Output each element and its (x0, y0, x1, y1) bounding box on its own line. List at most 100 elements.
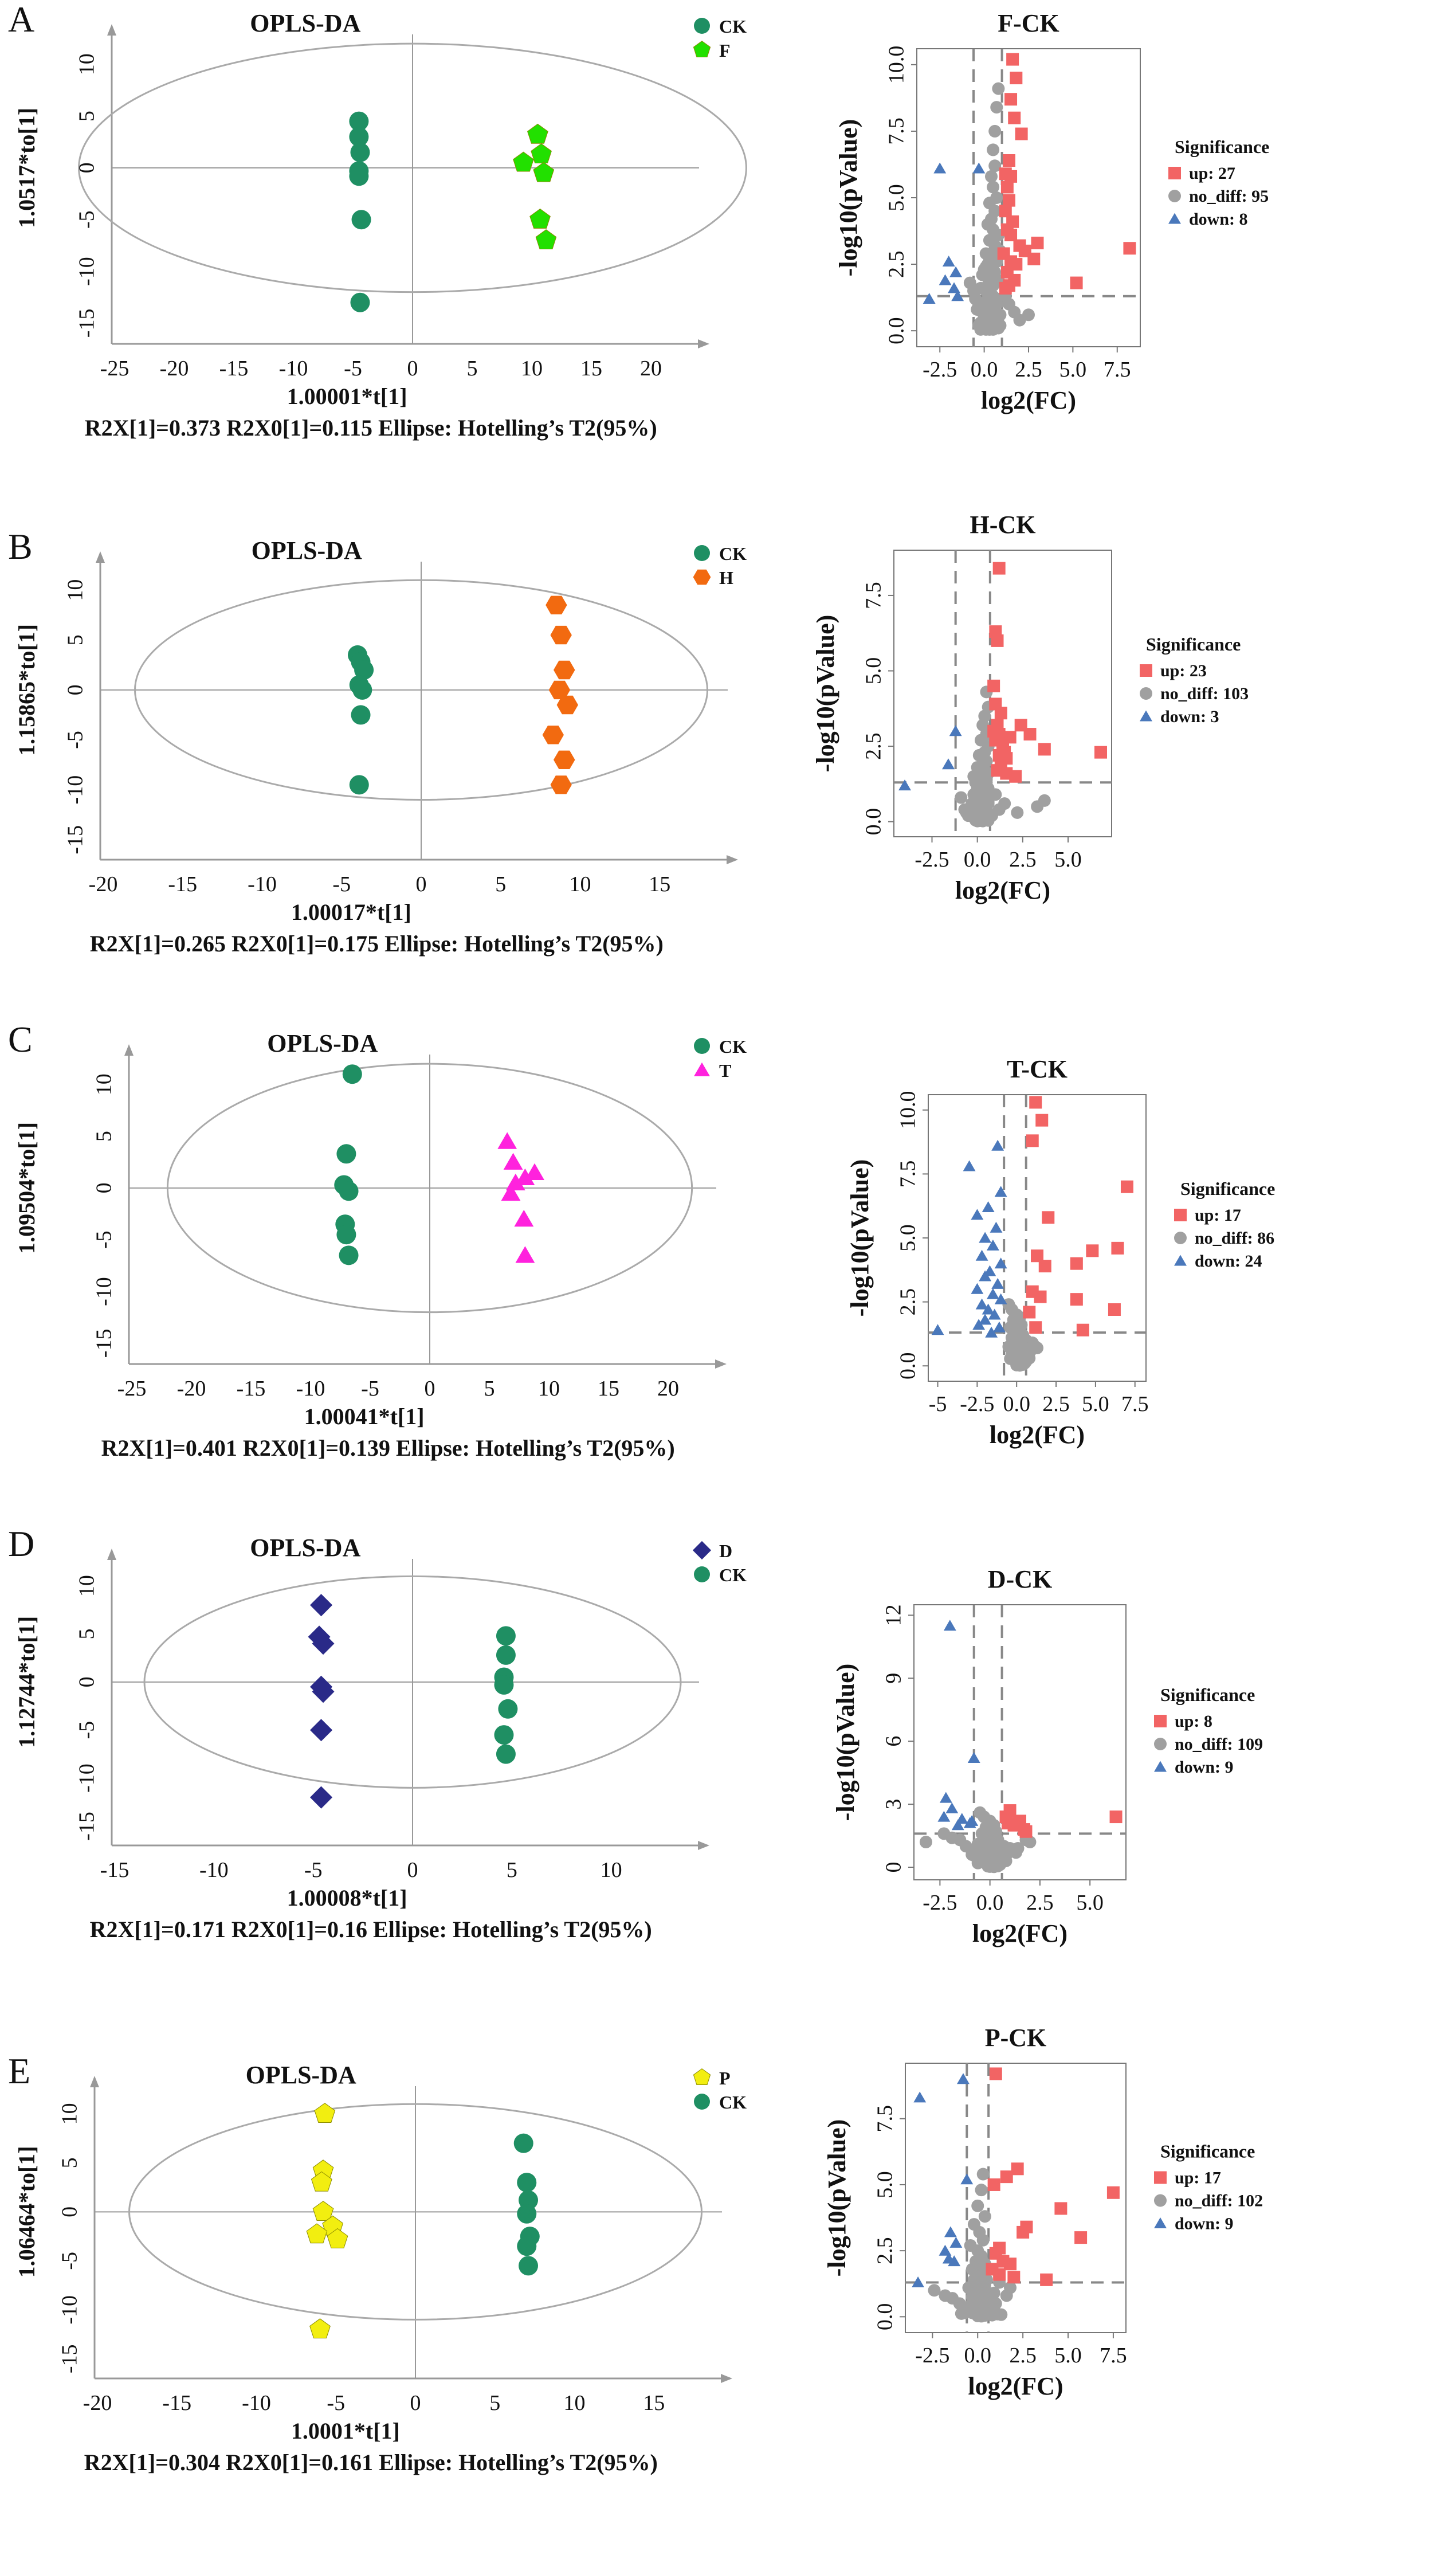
data-point-ck (517, 2236, 537, 2256)
x-tick-label: 5 (484, 1377, 495, 1401)
plot-frame (905, 2063, 1127, 2333)
y-axis-label: 1.06464*to[1] (14, 2146, 40, 2278)
x-tick-label: 5.0 (1054, 848, 1082, 872)
data-point-up (1111, 1241, 1124, 1255)
data-point-up (1070, 1257, 1083, 1270)
data-point-down (971, 1283, 984, 1294)
data-point-no-diff (919, 1836, 932, 1849)
legend-label: up: 17 (1195, 1206, 1241, 1225)
y-tick-label: 5 (75, 1628, 99, 1639)
data-point-down (945, 1802, 959, 1813)
legend-label: no_diff: 102 (1175, 2192, 1263, 2211)
x-tick-label: 20 (657, 1377, 679, 1401)
plot-frame (913, 1604, 1127, 1880)
data-point-down (972, 1319, 986, 1330)
data-point-up (1108, 1303, 1121, 1316)
panel-label: E (8, 2051, 30, 2091)
data-point-ck (349, 775, 369, 795)
legend-label: H (719, 567, 733, 588)
data-point-down (963, 1160, 976, 1171)
y-tick-label: -5 (64, 731, 88, 749)
data-point-up (1006, 53, 1019, 66)
y-tick-label: -5 (92, 1230, 116, 1249)
data-point-no-diff (988, 159, 1002, 173)
y-tick-label: 0.0 (885, 317, 909, 344)
y-tick-label: 10.0 (896, 1091, 920, 1130)
y-tick-label: 7.5 (896, 1161, 920, 1188)
x-tick-label: 0.0 (964, 2343, 991, 2368)
data-point-ck (349, 111, 369, 131)
data-point-f (533, 162, 555, 182)
data-point-down (960, 2173, 974, 2185)
legend-marker (1168, 190, 1181, 202)
data-point-up (1002, 154, 1015, 167)
data-point-down (931, 1324, 944, 1335)
data-point-up (993, 2268, 1006, 2281)
y-tick-label: 5.0 (896, 1224, 920, 1252)
data-point-ck (350, 142, 370, 162)
x-tick-label: 2.5 (1009, 2343, 1037, 2368)
data-point-no-diff (982, 1827, 995, 1840)
legend-marker (694, 1038, 710, 1054)
x-tick-label: 0.0 (971, 358, 998, 382)
x-tick-label: 0.0 (1003, 1392, 1030, 1416)
x-tick-label: 2.5 (1009, 848, 1037, 872)
hotelling-ellipse (128, 2103, 703, 2321)
y-axis-label: -log10(pValue) (834, 119, 862, 277)
x-tick-label: 15 (598, 1377, 619, 1401)
data-point-down (985, 1326, 998, 1338)
data-point-no-diff (976, 2233, 990, 2247)
x-tick-label: -15 (219, 356, 249, 381)
x-tick-label: -2.5 (960, 1392, 994, 1416)
x-tick-label: 0 (407, 356, 418, 381)
data-point-no-diff (978, 2302, 991, 2315)
data-point-down (994, 1186, 1007, 1197)
data-point-up (1000, 2170, 1013, 2184)
data-point-d (312, 1632, 335, 1655)
x-tick-label: -10 (199, 1858, 229, 1882)
data-point-ck (342, 1064, 362, 1084)
legend-label: CK (719, 543, 747, 564)
data-point-down (975, 1249, 988, 1261)
data-point-no-diff (990, 101, 1003, 114)
y-axis-arrow (90, 2076, 99, 2087)
legend-label: up: 23 (1160, 661, 1207, 680)
data-point-f (529, 208, 551, 229)
data-point-down (971, 1209, 984, 1220)
y-axis-label: 1.12744*to[1] (14, 1616, 40, 1748)
x-axis-arrow (721, 2374, 732, 2383)
data-point-up (994, 707, 1007, 720)
data-point-no-diff (971, 2199, 984, 2212)
x-tick-label: 5 (507, 1858, 517, 1882)
y-tick-label: 0 (75, 162, 99, 173)
data-point-up (1007, 2271, 1021, 2284)
x-tick-label: -20 (83, 2391, 112, 2415)
data-point-no-diff (985, 289, 998, 303)
panel-label: D (8, 1523, 34, 1564)
y-tick-label: -10 (64, 775, 88, 805)
y-tick-label: -5 (58, 2252, 82, 2270)
chart-panel-4: H-CK -2.5 0.0 2.5 5.0 0.0 2.5 5.0 7.5 log2(FC) -lo… (811, 511, 1249, 904)
data-point-ck (517, 2173, 537, 2193)
x-tick-label: -5 (304, 1858, 323, 1882)
x-tick-label: -2.5 (915, 2343, 949, 2368)
data-point-d (310, 1786, 333, 1809)
data-point-up (1027, 252, 1041, 265)
legend-marker (1168, 213, 1181, 224)
data-point-d (312, 1680, 335, 1703)
chart-title: OPLS-DA (250, 9, 360, 37)
y-tick-label: -10 (75, 257, 99, 286)
data-point-up (1000, 181, 1014, 194)
y-axis-label: -log10(pValue) (831, 1664, 860, 1821)
data-point-up (1106, 2186, 1120, 2199)
data-point-ck (336, 1225, 356, 1245)
data-point-no-diff (976, 2168, 990, 2181)
data-point-down (942, 256, 955, 267)
x-tick-label: -10 (279, 356, 308, 381)
data-point-down (937, 1810, 951, 1822)
x-tick-label: 10 (538, 1377, 560, 1401)
